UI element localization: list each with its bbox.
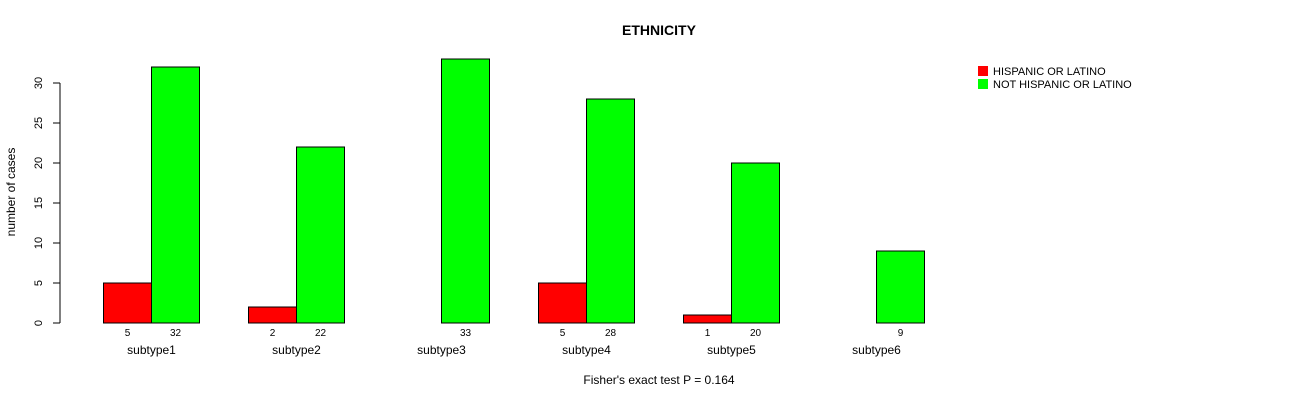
category-label-subtype5: subtype5 xyxy=(707,343,756,357)
bar-count-label: 5 xyxy=(560,328,566,339)
bar-count-label: 33 xyxy=(460,328,472,339)
bar-count-label: 5 xyxy=(125,328,131,339)
legend-entry-1: NOT HISPANIC OR LATINO xyxy=(993,79,1132,91)
bar-count-label: 32 xyxy=(170,328,182,339)
bar-subtype5-hispanic xyxy=(683,314,732,324)
bar-subtype1-not-hispanic xyxy=(151,66,200,324)
fisher-test-footnote: Fisher's exact test P = 0.164 xyxy=(583,373,734,387)
bar-count-label: 1 xyxy=(705,328,711,339)
bar-subtype2-not-hispanic xyxy=(296,146,345,324)
bar-count-label: 20 xyxy=(750,328,762,339)
y-tick-label: 5 xyxy=(33,280,45,286)
legend-swatch-1 xyxy=(978,79,988,89)
category-label-subtype6: subtype6 xyxy=(852,343,901,357)
bar-subtype3-not-hispanic xyxy=(441,58,490,324)
bar-subtype5-not-hispanic xyxy=(731,162,780,324)
y-tick-label: 0 xyxy=(33,320,45,326)
y-tick-label: 25 xyxy=(33,117,45,129)
category-label-subtype2: subtype2 xyxy=(272,343,321,357)
bar-subtype4-hispanic xyxy=(538,282,587,324)
bar-subtype4-not-hispanic xyxy=(586,98,635,324)
bar-subtype1-hispanic xyxy=(103,282,152,324)
category-label-subtype1: subtype1 xyxy=(127,343,176,357)
bar-count-label: 22 xyxy=(315,328,327,339)
chart-title: ETHNICITY xyxy=(622,22,697,38)
category-label-subtype3: subtype3 xyxy=(417,343,466,357)
category-label-subtype4: subtype4 xyxy=(562,343,611,357)
y-tick-label: 20 xyxy=(33,157,45,169)
bar-count-label: 28 xyxy=(605,328,617,339)
bar-count-label: 2 xyxy=(270,328,276,339)
bar-count-label: 9 xyxy=(898,328,904,339)
y-axis-label: number of cases xyxy=(4,148,18,237)
bar-subtype6-not-hispanic xyxy=(876,250,925,324)
y-tick-label: 30 xyxy=(33,77,45,89)
y-axis: 0 5 10 15 20 25 30 xyxy=(33,77,61,326)
legend-entry-0: HISPANIC OR LATINO xyxy=(993,66,1106,78)
y-tick-label: 10 xyxy=(33,237,45,249)
legend-swatch-0 xyxy=(978,66,988,76)
y-tick-label: 15 xyxy=(33,197,45,209)
bar-subtype2-hispanic xyxy=(248,306,297,324)
